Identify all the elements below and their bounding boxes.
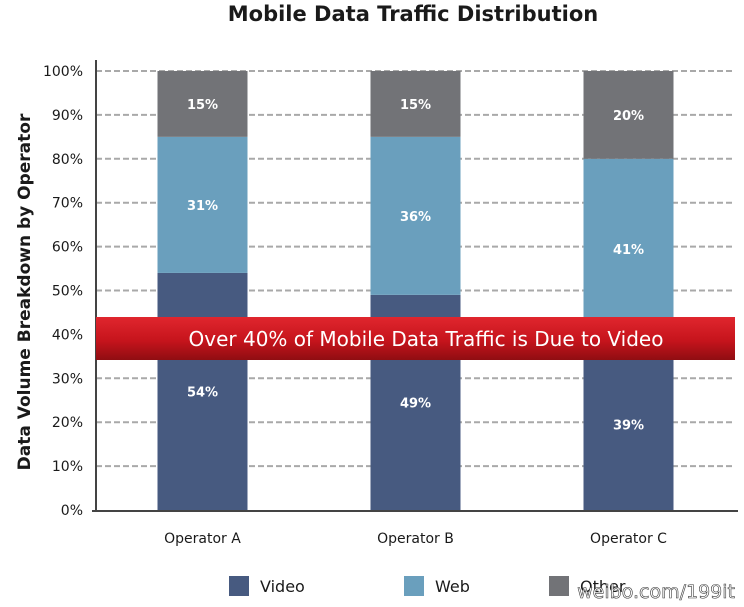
legend-swatch-web	[404, 576, 424, 596]
y-tick-label: 70%	[52, 196, 83, 212]
watermark: weibo.com/199it	[577, 581, 735, 603]
y-tick-label: 80%	[52, 152, 83, 168]
data-label: 15%	[400, 98, 431, 113]
y-tick-label: 90%	[52, 108, 83, 124]
data-label: 36%	[400, 210, 431, 225]
annotation-text: Over 40% of Mobile Data Traffic is Due t…	[189, 327, 664, 351]
legend-swatch-other	[549, 576, 569, 596]
y-axis-label: Data Volume Breakdown by Operator	[15, 113, 35, 470]
bars	[157, 71, 674, 510]
y-tick-label: 100%	[43, 64, 83, 80]
legend: Video Web Other	[229, 576, 626, 596]
bar-video-2	[583, 338, 674, 510]
legend-label-video: Video	[260, 577, 305, 596]
bar-other-1	[370, 71, 461, 137]
data-label: 41%	[613, 243, 644, 258]
y-tick-label: 50%	[52, 284, 83, 300]
legend-swatch-video	[229, 576, 249, 596]
bar-web-1	[370, 136, 461, 295]
x-tick-label: Operator B	[377, 531, 454, 547]
legend-label-web: Web	[435, 577, 470, 596]
data-label: 31%	[187, 199, 218, 214]
bar-video-0	[157, 272, 248, 510]
bar-other-2	[583, 71, 674, 159]
annotation-band	[96, 317, 735, 360]
data-label: 54%	[187, 385, 218, 400]
legend-label-other: Other	[580, 577, 626, 596]
bar-web-2	[583, 158, 674, 339]
x-tick-label: Operator C	[590, 531, 667, 547]
data-label: 39%	[613, 418, 644, 433]
bar-web-0	[157, 136, 248, 273]
y-tick-label: 10%	[52, 459, 83, 475]
category-labels: Operator A Operator B Operator C	[164, 531, 667, 547]
y-tick-label: 0%	[61, 503, 83, 519]
y-tick-label: 20%	[52, 415, 83, 431]
annotation-banner: Over 40% of Mobile Data Traffic is Due t…	[96, 317, 735, 360]
data-label: 49%	[400, 396, 431, 411]
data-label: 20%	[613, 109, 644, 124]
y-tick-label: 60%	[52, 240, 83, 256]
x-tick-label: Operator A	[164, 531, 241, 547]
y-axis-ticks: 0% 10% 20% 30% 40% 50% 60% 70% 80% 90% 100%	[43, 64, 83, 519]
data-labels: 54% 31% 15% 49% 36% 15% 39% 41% 20%	[187, 98, 644, 433]
data-label: 15%	[187, 98, 218, 113]
y-tick-label: 40%	[52, 327, 83, 343]
bar-other-0	[157, 71, 248, 137]
y-tick-label: 30%	[52, 371, 83, 387]
chart-title: Mobile Data Traffic Distribution	[228, 2, 598, 26]
